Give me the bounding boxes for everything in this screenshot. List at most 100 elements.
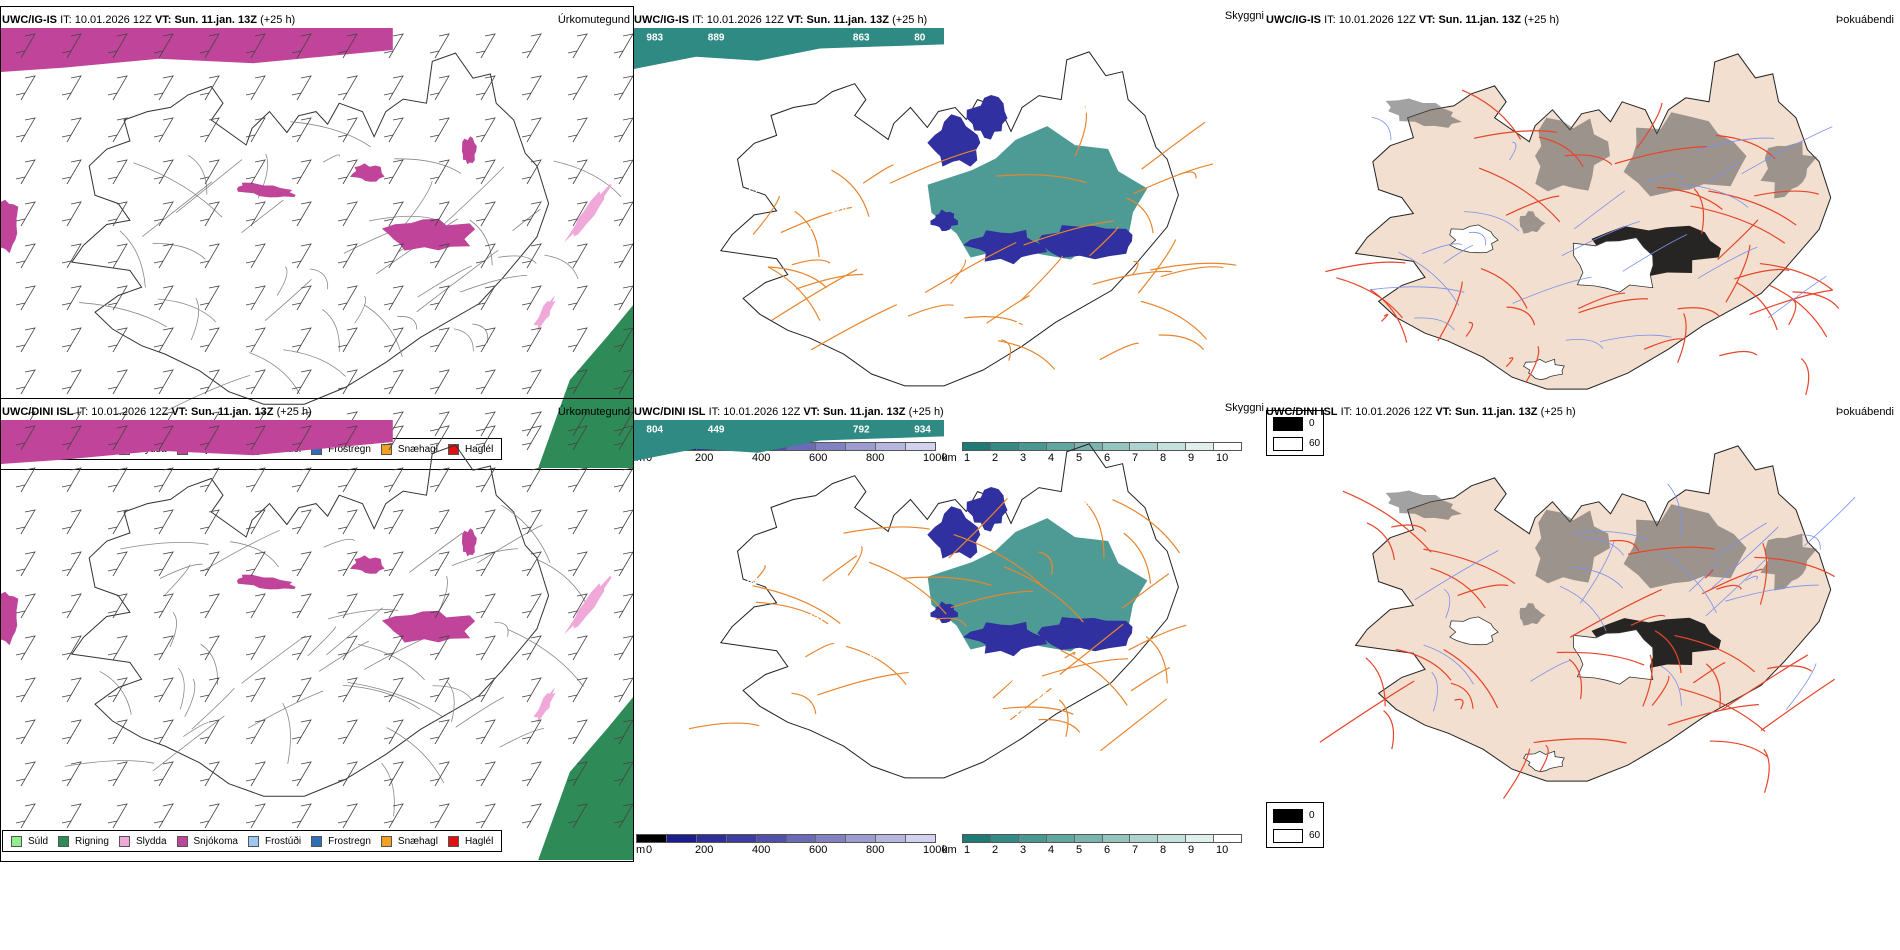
wind-barb	[613, 635, 633, 661]
road-line	[1319, 680, 1415, 743]
road-line	[1568, 658, 1583, 700]
wind-barb	[61, 551, 82, 577]
wind-barb	[199, 75, 220, 101]
wind-barb	[291, 551, 312, 577]
road-line	[439, 166, 505, 229]
wind-barbs	[15, 425, 633, 829]
wind-barb	[245, 117, 266, 143]
wind-barb	[613, 467, 633, 493]
visibility-map[interactable]: 983 863 781 889 80 90 174 185 101 120 131 52 43 224 14…	[634, 28, 1254, 438]
wind-barb	[291, 285, 312, 311]
road-line	[805, 642, 835, 658]
lead-time: (+25 h)	[260, 14, 296, 26]
visibility-value-label: 781	[1059, 32, 1076, 43]
colorbar-cell	[906, 443, 936, 450]
road-line	[1716, 134, 1776, 160]
wind-barb	[613, 719, 633, 745]
issue-time: 10.01.2026 12Z	[1338, 14, 1416, 26]
road-line	[1714, 522, 1767, 558]
road-line	[1578, 292, 1625, 310]
road-line	[1336, 277, 1403, 319]
road-line	[1123, 532, 1152, 584]
road-line	[756, 601, 829, 625]
colorbar-cell	[906, 835, 936, 842]
visibility-value-label: 108	[1182, 502, 1199, 513]
colorbar-cell	[666, 835, 697, 842]
road-line	[1539, 744, 1549, 772]
very-low-visibility-area	[927, 114, 981, 167]
wind-barb	[383, 719, 404, 745]
precip-type-map[interactable]	[1, 420, 633, 860]
road-line	[795, 273, 864, 290]
colorbar-cell	[1102, 443, 1131, 450]
wind-barb	[521, 285, 542, 311]
road-line	[1792, 291, 1840, 309]
panel-title-fog: Þokuábendi	[1835, 406, 1894, 418]
legend-swatch	[447, 835, 459, 847]
road-line	[1692, 661, 1726, 684]
wind-barb	[613, 761, 633, 787]
visibility-value-label: 145	[747, 184, 764, 195]
model-name: UWC/IG-IS	[1266, 14, 1321, 26]
wind-barb	[613, 201, 633, 227]
wind-barb	[567, 425, 588, 451]
road-line	[544, 254, 579, 280]
precip-type-map[interactable]	[1, 28, 633, 468]
wind-barb	[199, 761, 220, 787]
wind-barb	[199, 551, 220, 577]
colorbar-tick: 1000	[923, 844, 948, 856]
road-line	[1622, 234, 1688, 272]
wind-barb	[107, 285, 128, 311]
rain-area	[538, 697, 633, 860]
wind-barb	[61, 761, 82, 787]
wind-barb	[429, 761, 450, 787]
colorbar-cell	[876, 443, 907, 450]
legend-item: Haglél	[447, 835, 493, 847]
road-line	[810, 304, 898, 351]
wind-barb	[199, 677, 220, 703]
fog-legend-swatch	[1273, 829, 1303, 843]
fog-index-map[interactable]	[1266, 422, 1896, 842]
visibility-value-label: 101	[1182, 110, 1199, 121]
glacier-area	[1449, 224, 1499, 254]
road-line	[1569, 588, 1663, 638]
road-line	[1060, 649, 1128, 706]
wind-barb	[245, 593, 266, 619]
colorbar-tick: 8	[1160, 452, 1167, 464]
road-line	[1538, 136, 1584, 168]
wind-barb	[107, 33, 128, 59]
colorbar-cells	[962, 442, 1242, 451]
road-line	[1571, 530, 1649, 541]
road-line	[1431, 671, 1438, 712]
road-line	[472, 323, 489, 343]
road-line	[1480, 268, 1528, 309]
wind-barb	[153, 719, 174, 745]
wind-barb	[61, 33, 82, 59]
visibility-value-label: 145	[663, 164, 680, 175]
wind-barb	[521, 719, 542, 745]
visibility-value-label: 142	[1015, 707, 1032, 718]
road-line	[386, 727, 445, 784]
wind-barb	[337, 593, 358, 619]
road-line	[1100, 698, 1168, 752]
road-line	[997, 340, 1056, 370]
road-line	[323, 154, 340, 163]
visibility-value-label: 301	[1076, 498, 1093, 509]
visibility-value-label: 174	[769, 168, 786, 179]
issue-time: 10.01.2026 12Z	[74, 14, 152, 26]
wind-barb	[567, 33, 588, 59]
road-line	[363, 304, 403, 357]
wind-barb	[291, 635, 312, 661]
wind-barb	[153, 327, 174, 353]
snow-area	[381, 610, 476, 643]
road-line	[1512, 276, 1592, 304]
wind-barb	[337, 201, 358, 227]
wind-barb	[153, 285, 174, 311]
wind-barb	[567, 719, 588, 745]
wind-barb	[107, 761, 128, 787]
wind-barb	[15, 803, 36, 829]
fog-index-map[interactable]	[1266, 30, 1896, 450]
visibility-value-label: 792	[853, 424, 870, 435]
road-line	[771, 268, 858, 321]
